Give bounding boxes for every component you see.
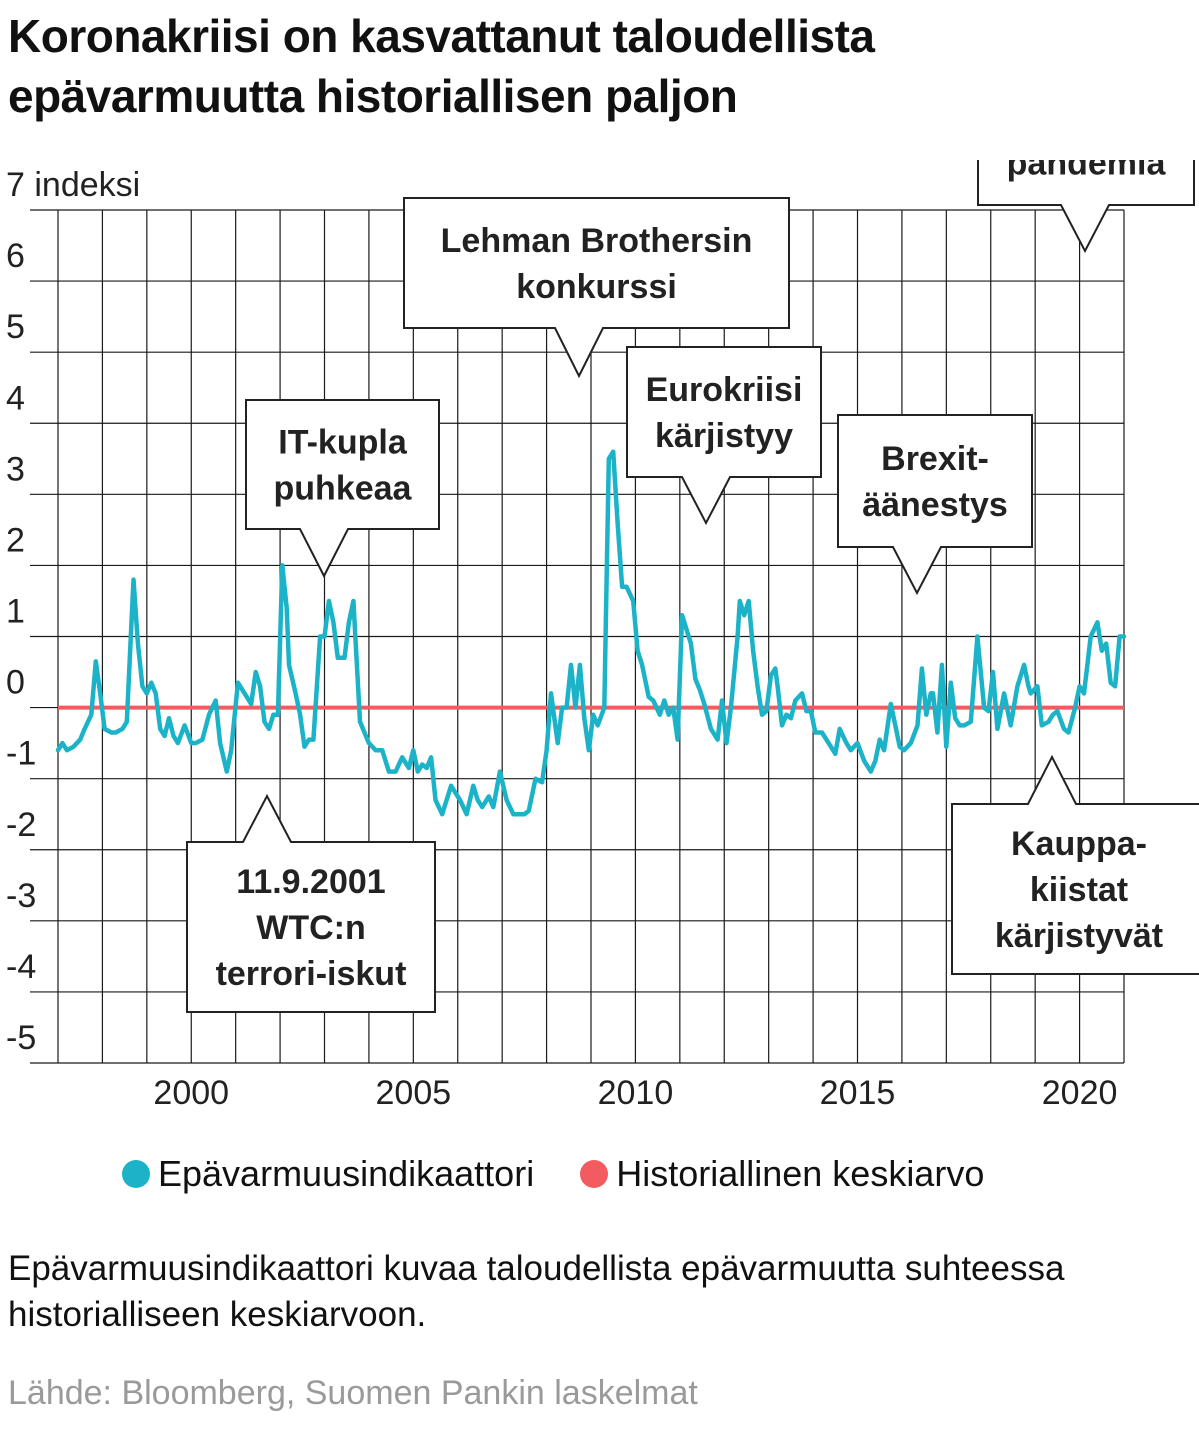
annotation-callout: 11.9.2001 WTC:n terrori-iskut — [186, 793, 436, 1013]
y-tick-label: 4 — [6, 379, 25, 417]
annotation-callout: Brexit-äänestys — [837, 414, 1033, 596]
annotation-text: konkurssi — [516, 268, 677, 306]
legend-dot-average — [580, 1160, 609, 1188]
x-tick-label: 2015 — [820, 1074, 896, 1112]
x-tick-label: 2000 — [153, 1074, 229, 1112]
x-axis-tick-labels: 2000 2005 2010 2015 2020 — [153, 1074, 1117, 1112]
annotation-text: kärjistyy — [655, 417, 793, 455]
y-axis-tick-labels: 7 indeksi 6 5 4 3 2 1 0 -1 -2 -3 -4 -5 — [6, 166, 140, 1057]
annotation-box — [951, 754, 1199, 975]
annotation-callout: Lehman Brothersin konkurssi — [403, 197, 790, 379]
annotation-callout: Korona-pandemia — [977, 160, 1195, 254]
annotation-text: pandemia — [1007, 160, 1167, 183]
y-tick-label: -4 — [6, 948, 36, 986]
x-tick-label: 2010 — [598, 1074, 674, 1112]
annotation-text: kiistat — [1030, 871, 1128, 909]
y-tick-label: 2 — [6, 521, 25, 559]
legend-item-average: Historiallinen keskiarvo — [580, 1153, 984, 1195]
annotation-text: Lehman Brothersin — [441, 222, 753, 260]
y-tick-label: 1 — [6, 593, 25, 631]
annotation-text: puhkeaa — [274, 470, 413, 508]
annotation-text: IT-kupla — [278, 424, 408, 462]
annotation-box — [977, 160, 1195, 254]
annotation-box — [403, 197, 790, 379]
y-tick-label: 3 — [6, 450, 25, 488]
x-tick-label: 2020 — [1042, 1074, 1118, 1112]
annotation-box — [245, 399, 440, 579]
legend-label-indicator: Epävarmuusindikaattori — [158, 1153, 535, 1194]
annotations: IT-kupla puhkeaa 11.9.2001 WTC:n terrori-isk… — [186, 160, 1199, 1013]
chart-description: Epävarmuusindikaattori kuvaa taloudellis… — [8, 1249, 1065, 1334]
y-tick-label: 5 — [6, 308, 25, 346]
annotation-text: terrori-iskut — [216, 955, 407, 993]
title-line-2: epävarmuutta historiallisen paljon — [8, 70, 738, 122]
y-tick-label: -2 — [6, 806, 36, 844]
legend-item-indicator: Epävarmuusindikaattori — [122, 1153, 534, 1195]
y-tick-label: 6 — [6, 237, 25, 275]
legend: Epävarmuusindikaattori Historiallinen ke… — [122, 1150, 984, 1198]
y-tick-label: -5 — [6, 1019, 36, 1057]
x-tick-label: 2005 — [376, 1074, 452, 1112]
y-tick-label: -1 — [6, 735, 36, 773]
annotation-text: WTC:n — [256, 909, 366, 947]
chart-title: Koronakriisi on kasvattanut taloudellist… — [8, 6, 1188, 126]
title-line-1: Koronakriisi on kasvattanut taloudellist… — [8, 10, 875, 62]
annotation-text: kärjistyvät — [995, 917, 1163, 955]
annotation-text: Eurokriisi — [646, 371, 803, 409]
uncertainty-indicator-line — [55, 449, 1127, 817]
series-lines — [55, 449, 1127, 817]
annotation-box — [626, 346, 822, 526]
annotation-text: Kauppa- — [1011, 825, 1147, 863]
y-tick-label: -3 — [6, 877, 36, 915]
annotation-text: äänestys — [862, 486, 1008, 524]
annotation-callout: Eurokriisi kärjistyy — [626, 346, 822, 526]
legend-dot-indicator — [122, 1160, 150, 1188]
annotation-callout: Kauppa-kiistat kärjistyvät — [951, 754, 1199, 975]
source-note: Lähde: Bloomberg, Suomen Pankin laskelma… — [8, 1374, 698, 1412]
y-tick-label: 0 — [6, 664, 25, 702]
annotation-text: 11.9.2001 — [236, 863, 385, 901]
annotation-box — [837, 414, 1033, 596]
annotation-callout: IT-kupla puhkeaa — [245, 399, 440, 579]
legend-label-average: Historiallinen keskiarvo — [616, 1153, 985, 1194]
annotation-box — [186, 793, 436, 1013]
annotation-text: Brexit- — [881, 440, 989, 478]
y-tick-label: 7 indeksi — [6, 166, 140, 204]
